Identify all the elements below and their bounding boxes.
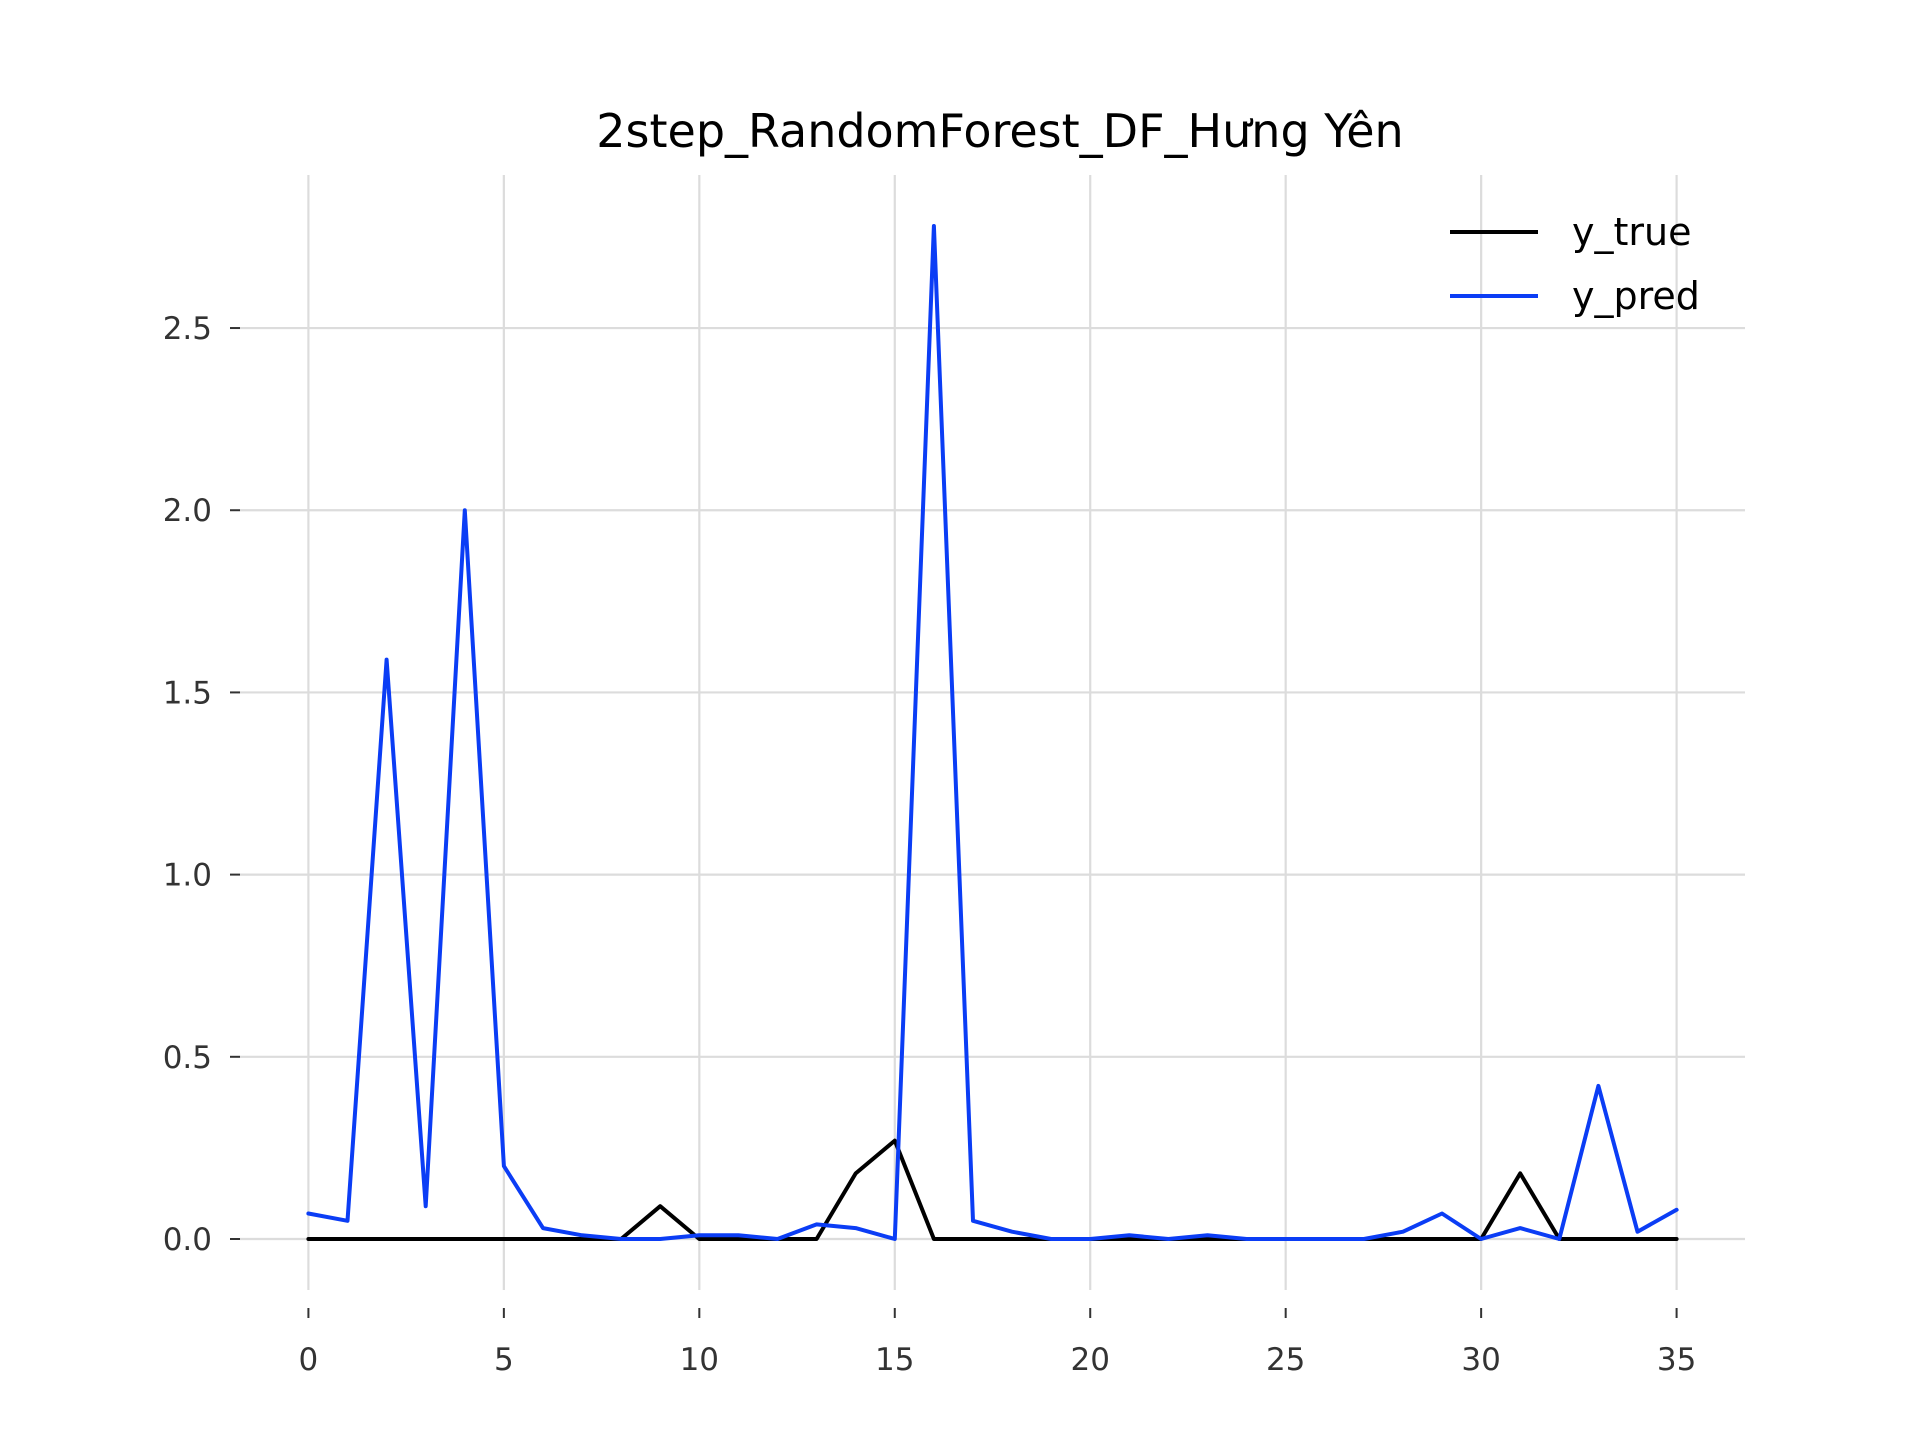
x-tick-label: 10 — [680, 1342, 719, 1378]
grid — [240, 175, 1745, 1290]
x-tick-label: 20 — [1071, 1342, 1110, 1378]
y-tick-label: 0.5 — [163, 1040, 212, 1076]
axis-ticks: 0 5 10 15 20 25 30 35 0.0 0.5 1.0 1.5 2.0 2.5 — [163, 311, 1697, 1378]
x-tick-label: 35 — [1657, 1342, 1696, 1378]
series-lines — [306, 224, 1679, 1241]
y-tick-label: 0.0 — [163, 1222, 212, 1258]
y-tick-label: 1.0 — [163, 858, 212, 894]
legend: y_true y_pred — [1450, 210, 1700, 318]
x-tick-label: 25 — [1266, 1342, 1305, 1378]
series-line-y-true — [306, 1138, 1679, 1241]
y-tick-label: 2.0 — [163, 493, 212, 529]
chart-title: 2step_RandomForest_DF_Hưng Yên — [596, 104, 1403, 158]
x-tick-label: 0 — [299, 1342, 319, 1378]
legend-label: y_pred — [1572, 274, 1700, 318]
legend-label: y_true — [1572, 210, 1691, 254]
x-tick-label: 5 — [494, 1342, 514, 1378]
x-tick-label: 30 — [1461, 1342, 1500, 1378]
y-tick-label: 1.5 — [163, 675, 212, 711]
y-tick-label: 2.5 — [163, 311, 212, 347]
x-tick-label: 15 — [875, 1342, 914, 1378]
series-line-y-pred — [306, 224, 1679, 1241]
